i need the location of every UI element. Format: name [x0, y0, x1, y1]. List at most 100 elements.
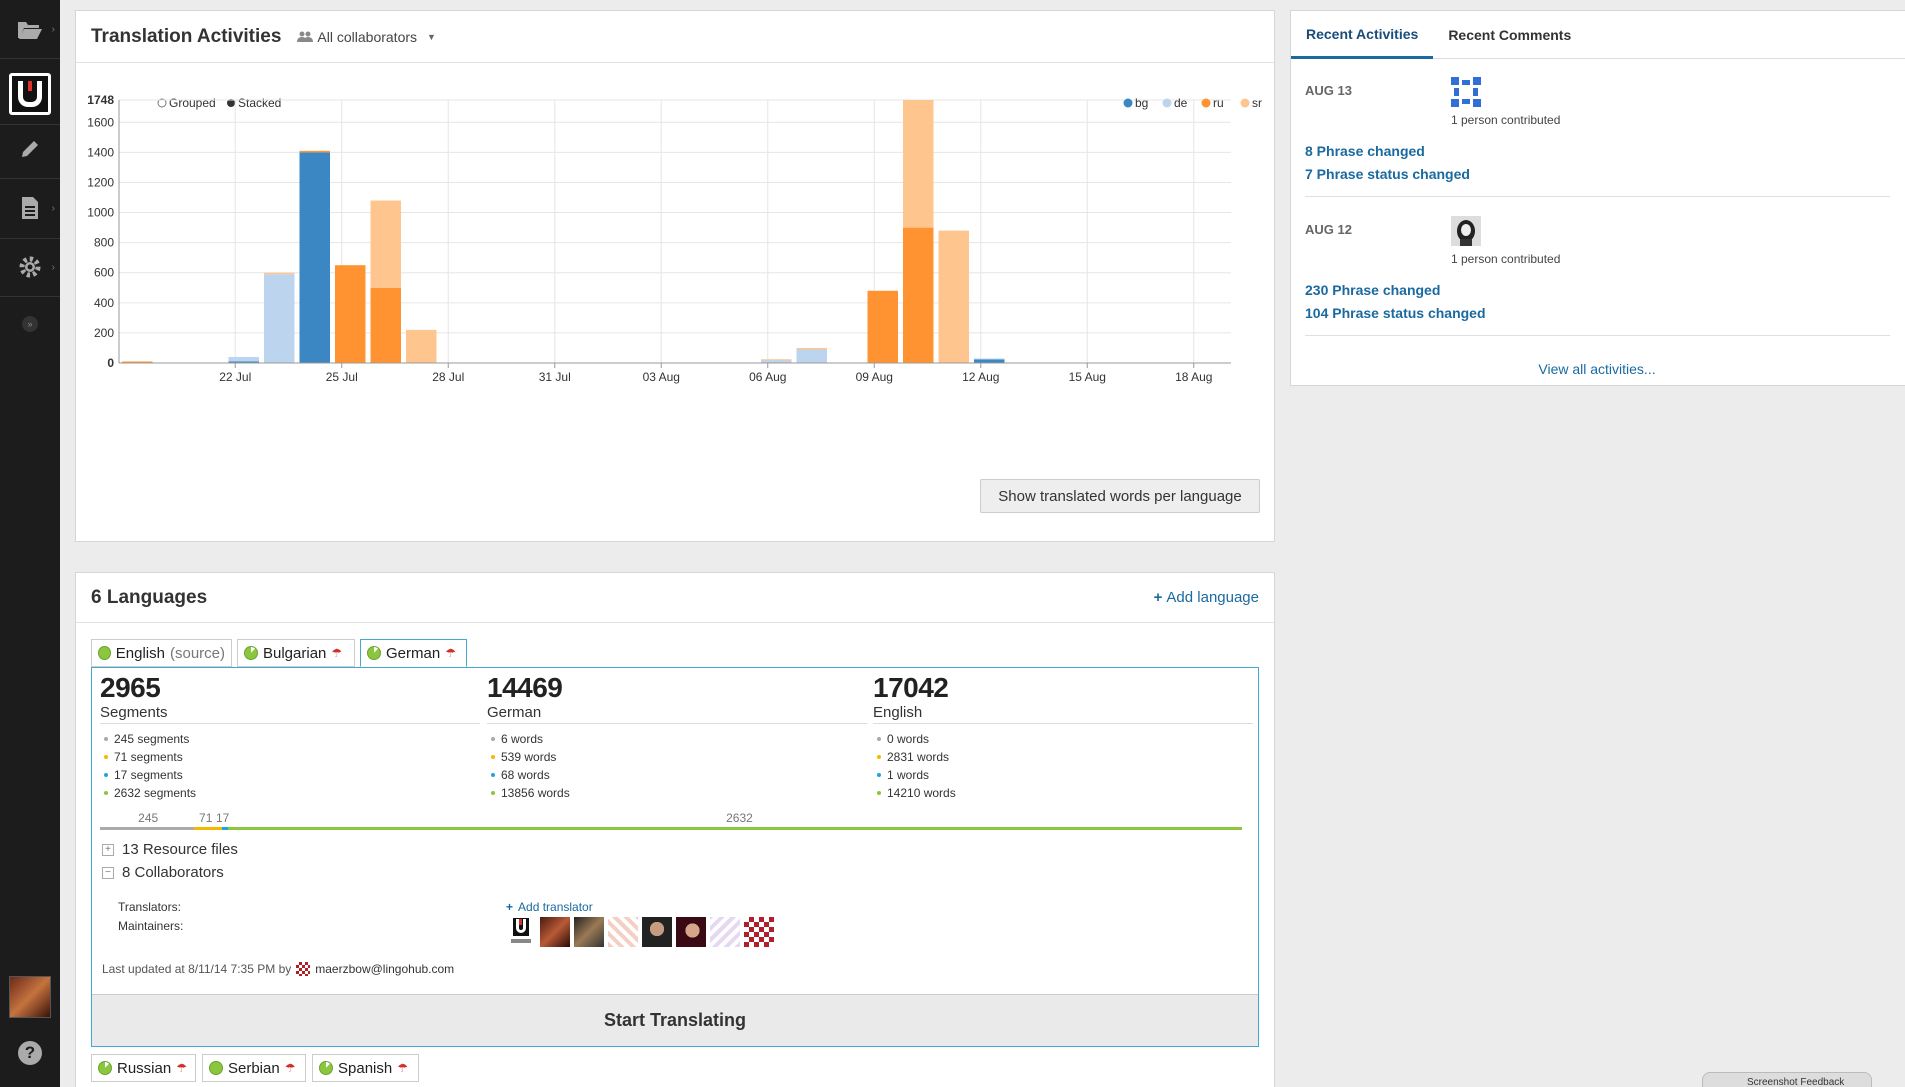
- plus-icon: +: [506, 900, 514, 914]
- tab-language-bulgarian[interactable]: Bulgarian ☂: [237, 639, 355, 667]
- bar-segment-de: [974, 358, 1005, 360]
- collaborator-avatar[interactable]: [642, 917, 672, 947]
- progress-pie-icon: [209, 1061, 223, 1075]
- y-tick-label: 1000: [87, 206, 114, 220]
- x-tick-label: 09 Aug: [856, 370, 893, 384]
- tab-language-serbian[interactable]: Serbian ☂: [202, 1054, 306, 1082]
- add-language-link[interactable]: + Add language: [1153, 589, 1259, 606]
- target-language-label: German: [487, 704, 867, 724]
- expand-sidebar-icon[interactable]: »: [22, 316, 38, 332]
- last-updated-info: Last updated at 8/11/14 7:35 PM by maerz…: [102, 962, 455, 976]
- y-tick-label: 0: [107, 356, 114, 370]
- umbrella-icon: ☂: [445, 646, 456, 660]
- stacked-radio[interactable]: [227, 99, 235, 107]
- lingohub-avatar[interactable]: [506, 917, 536, 947]
- progress-segment: [221, 827, 229, 830]
- activity-link[interactable]: 8 Phrase changed: [1305, 143, 1425, 159]
- collaborator-avatar[interactable]: [608, 917, 638, 947]
- progress-pie-icon: [244, 646, 258, 660]
- y-tick-label: 1748: [87, 93, 114, 107]
- main-sidebar: › › › » ?: [0, 0, 60, 1087]
- updater-avatar-icon: [296, 962, 311, 976]
- collapse-icon: −: [102, 866, 114, 879]
- user-avatar[interactable]: [9, 976, 51, 1018]
- collaborator-filter[interactable]: All collaborators ▼: [297, 29, 436, 45]
- umbrella-icon: ☂: [284, 1061, 296, 1075]
- contributor-avatar[interactable]: [1451, 77, 1481, 107]
- tab-language-russian[interactable]: Russian ☂: [91, 1054, 196, 1082]
- bar-segment-ru: [867, 290, 898, 363]
- expand-icon: +: [102, 843, 114, 856]
- bar-segment-de: [228, 356, 259, 362]
- bar-segment-de: [761, 359, 792, 363]
- screenshot-feedback-button[interactable]: Screenshot Feedback: [1702, 1072, 1872, 1087]
- grouped-radio[interactable]: [157, 98, 167, 108]
- bar-segment-sr: [796, 347, 827, 350]
- x-tick-label: 28 Jul: [432, 370, 464, 384]
- tab-language-german[interactable]: German ☂: [360, 639, 467, 667]
- bar-segment-sr: [370, 200, 401, 288]
- x-tick-label: 06 Aug: [749, 370, 786, 384]
- bar-segment-ru: [903, 227, 934, 363]
- start-translating-button[interactable]: Start Translating: [92, 994, 1258, 1046]
- segments-label: Segments: [100, 704, 480, 724]
- progress-segment: [100, 827, 195, 830]
- folder-icon[interactable]: ›: [0, 0, 60, 58]
- progress-labels: 245 71 17 2632: [138, 811, 753, 825]
- legend-label: sr: [1252, 96, 1262, 110]
- collaborator-avatar[interactable]: [744, 917, 774, 947]
- source-language-label: English: [873, 704, 1253, 724]
- translation-activities-panel: Translation Activities All collaborators…: [75, 10, 1275, 542]
- bar-segment-ru: [335, 265, 366, 363]
- resource-files-toggle[interactable]: + 13 Resource files: [102, 841, 238, 858]
- progress-pie-icon: [98, 646, 111, 660]
- tab-recent-comments[interactable]: Recent Comments: [1448, 27, 1572, 43]
- grouped-label: Grouped: [169, 96, 216, 110]
- lingohub-logo[interactable]: [0, 64, 60, 124]
- x-tick-label: 22 Jul: [219, 370, 251, 384]
- tab-language-english[interactable]: English (source): [91, 639, 232, 667]
- collaborator-avatar[interactable]: [574, 917, 604, 947]
- progress-segment: [228, 827, 1242, 830]
- activity-link[interactable]: 230 Phrase changed: [1305, 282, 1441, 298]
- x-tick-label: 03 Aug: [643, 370, 680, 384]
- bar-segment-ru: [370, 287, 401, 363]
- y-tick-label: 400: [94, 296, 114, 310]
- progress-pie-icon: [98, 1061, 112, 1075]
- legend-label: ru: [1213, 96, 1224, 110]
- add-translator-link[interactable]: + Add translator: [506, 900, 593, 914]
- y-tick-label: 200: [94, 326, 114, 340]
- segments-count: 2965: [100, 672, 161, 703]
- chevron-right-icon: ›: [51, 261, 55, 273]
- activity-link[interactable]: 7 Phrase status changed: [1305, 166, 1470, 182]
- contributor-count: 1 person contributed: [1451, 113, 1561, 127]
- view-all-activities-link[interactable]: View all activities...: [1538, 361, 1656, 377]
- activity-link[interactable]: 104 Phrase status changed: [1305, 305, 1486, 321]
- caret-down-icon: ▼: [427, 31, 436, 42]
- pencil-icon[interactable]: [0, 120, 60, 178]
- collaborator-avatar[interactable]: [540, 917, 570, 947]
- users-icon: [297, 31, 314, 42]
- bar-segment-bg: [299, 152, 330, 363]
- help-icon[interactable]: ?: [18, 1041, 42, 1065]
- target-words-stats: 14469 German 6 words 539 words 68 words …: [487, 672, 867, 802]
- divider: [1305, 335, 1890, 336]
- bar-segment-sr: [938, 230, 969, 363]
- gear-icon[interactable]: ›: [0, 238, 60, 296]
- collaborators-toggle[interactable]: − 8 Collaborators: [102, 864, 224, 881]
- x-tick-label: 31 Jul: [539, 370, 571, 384]
- bar-segment-bg: [228, 361, 259, 363]
- languages-title: 6 Languages: [91, 586, 208, 608]
- legend-label: bg: [1135, 96, 1148, 110]
- x-tick-label: 15 Aug: [1069, 370, 1106, 384]
- show-words-per-language-button[interactable]: Show translated words per language: [980, 479, 1260, 513]
- contributor-avatar[interactable]: [1451, 216, 1481, 246]
- contributor-count: 1 person contributed: [1451, 252, 1561, 266]
- collaborator-avatar[interactable]: [710, 917, 740, 947]
- tab-language-spanish[interactable]: Spanish ☂: [312, 1054, 419, 1082]
- divider: [1305, 196, 1890, 197]
- document-icon[interactable]: ›: [0, 179, 60, 237]
- x-tick-label: 12 Aug: [962, 370, 999, 384]
- collaborator-avatar[interactable]: [676, 917, 706, 947]
- tab-recent-activities[interactable]: Recent Activities: [1291, 11, 1434, 59]
